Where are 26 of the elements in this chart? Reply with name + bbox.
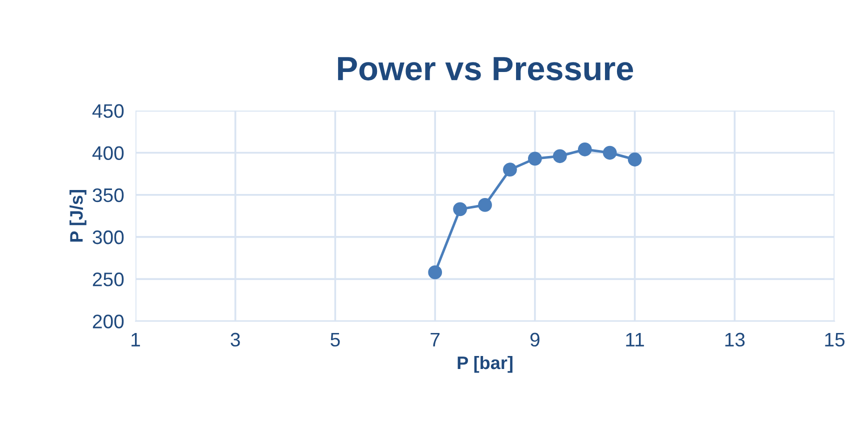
x-tick-label: 9 — [530, 332, 540, 347]
y-axis-title: P [J/s] — [70, 190, 86, 242]
point — [602, 146, 617, 160]
x-tick-label: 3 — [230, 332, 240, 347]
x-tick-label: 7 — [430, 332, 440, 346]
point — [578, 142, 592, 156]
point — [478, 198, 492, 212]
x-tick-label: 11 — [626, 332, 644, 346]
y-tick-label: 450 — [92, 104, 124, 118]
point — [528, 152, 542, 166]
y-tick-label: 400 — [92, 146, 124, 160]
y-tick-label: 300 — [92, 230, 124, 244]
x-axis-title: P [bar] — [458, 356, 512, 373]
point — [503, 162, 517, 177]
y-tick-label: 350 — [92, 188, 124, 202]
x-tick-label: 1 — [132, 332, 140, 346]
point — [428, 265, 442, 280]
x-tick-label: 15 — [825, 332, 845, 347]
chart-title: Power vs Pressure — [338, 57, 634, 80]
y-tick-label: 250 — [92, 272, 124, 286]
y-tick-label: 200 — [92, 314, 124, 328]
x-tick-label: 5 — [330, 332, 340, 347]
point — [628, 152, 642, 166]
point — [453, 202, 467, 216]
point — [552, 149, 567, 164]
x-tick-label: 13 — [725, 332, 745, 347]
